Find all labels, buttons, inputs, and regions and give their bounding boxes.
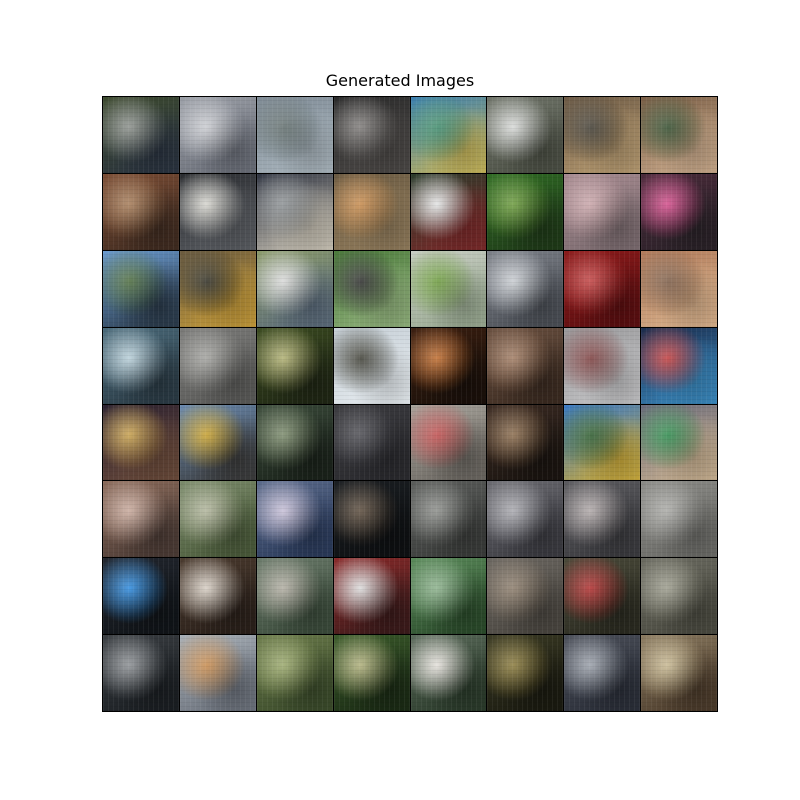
generated-image-tile [410,558,487,635]
generated-image-tile [256,558,333,635]
generated-image-tile [564,97,641,173]
generated-image-tile [410,250,487,327]
generated-image-tile [410,481,487,558]
generated-image-tile [564,250,641,327]
generated-image-tile [487,404,564,481]
generated-image-tile [333,481,410,558]
generated-image-tile [103,173,179,250]
generated-image-tile [179,481,256,558]
generated-image-tile [641,481,717,558]
generated-image-tile [641,404,717,481]
generated-image-tile [333,558,410,635]
generated-image-tile [179,635,256,711]
generated-image-tile [103,404,179,481]
generated-image-tile [179,97,256,173]
generated-image-tile [333,635,410,711]
generated-image-tile [487,327,564,404]
generated-image-tile [179,327,256,404]
generated-image-tile [410,173,487,250]
generated-image-tile [333,173,410,250]
generated-image-tile [256,327,333,404]
generated-image-tile [641,327,717,404]
generated-image-tile [564,635,641,711]
generated-image-tile [487,173,564,250]
generated-image-tile [103,250,179,327]
generated-image-tile [179,250,256,327]
generated-image-tile [103,327,179,404]
figure-title: Generated Images [325,71,475,90]
generated-image-tile [487,558,564,635]
generated-image-tile [256,97,333,173]
generated-image-tile [564,327,641,404]
generated-image-tile [179,173,256,250]
generated-image-tile [333,97,410,173]
generated-image-tile [564,481,641,558]
generated-image-tile [641,250,717,327]
generated-image-tile [564,558,641,635]
generated-image-tile [487,250,564,327]
generated-image-tile [410,327,487,404]
generated-image-tile [103,481,179,558]
generated-image-tile [641,635,717,711]
generated-image-tile [487,97,564,173]
generated-image-tile [641,558,717,635]
generated-image-tile [179,404,256,481]
generated-image-tile [333,404,410,481]
generated-image-tile [103,558,179,635]
generated-image-tile [641,97,717,173]
generated-image-tile [256,173,333,250]
generated-image-tile [333,327,410,404]
generated-image-tile [410,97,487,173]
generated-image-tile [487,635,564,711]
generated-image-tile [564,173,641,250]
generated-image-tile [256,404,333,481]
generated-image-tile [487,481,564,558]
generated-image-tile [256,635,333,711]
generated-image-tile [103,635,179,711]
generated-image-tile [564,404,641,481]
generated-image-tile [410,404,487,481]
generated-image-tile [256,481,333,558]
generated-image-tile [641,173,717,250]
generated-image-tile [179,558,256,635]
generated-image-tile [333,250,410,327]
generated-image-tile [256,250,333,327]
generated-image-tile [103,97,179,173]
generated-image-tile [410,635,487,711]
generated-image-grid [102,96,718,712]
